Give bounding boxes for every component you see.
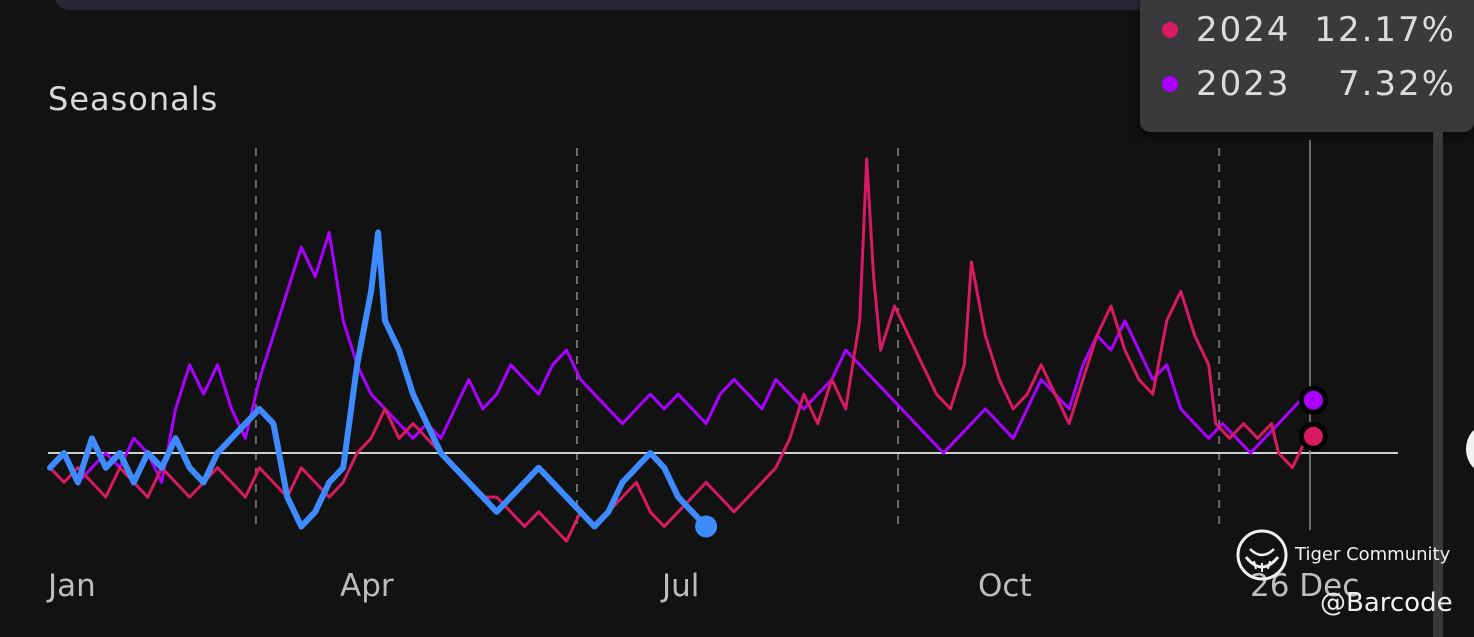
series-2024-dot-icon xyxy=(1162,22,1178,38)
x-tick-apr: Apr xyxy=(340,568,394,604)
series-line-2024 xyxy=(48,157,1315,543)
tooltip-value-2024: 12.17% xyxy=(1314,10,1456,50)
tiger-logo-icon xyxy=(1236,529,1288,581)
x-tick-jan: Jan xyxy=(48,568,96,604)
tooltip-value-2023: 7.32% xyxy=(1337,64,1456,104)
crosshair-marker-2024 xyxy=(1298,421,1328,451)
watermark-brand: Tiger Community xyxy=(1295,544,1451,565)
chart-title: Seasonals xyxy=(48,80,219,118)
crosshair-marker-2023 xyxy=(1298,385,1328,415)
series-2023-dot-icon xyxy=(1162,76,1178,92)
watermark-handle: @Barcode xyxy=(1320,588,1453,618)
x-tick-oct: Oct xyxy=(978,568,1032,604)
tooltip-row-2023: 2023 7.32% xyxy=(1158,64,1456,104)
tooltip-year-2023: 2023 xyxy=(1196,64,1291,104)
top-bar xyxy=(55,0,1175,10)
tooltip-year-2024: 2024 xyxy=(1196,10,1291,50)
crosshair-tooltip: 2024 12.17% 2023 7.32% xyxy=(1140,0,1474,132)
edge-handle[interactable] xyxy=(1466,425,1474,473)
series-line-2023 xyxy=(48,231,1315,484)
x-tick-jul: Jul xyxy=(662,568,700,604)
series-layer xyxy=(47,157,1315,543)
gridlines xyxy=(254,148,1221,532)
series-current-end-marker xyxy=(695,515,718,538)
tooltip-row-2024: 2024 12.17% xyxy=(1158,10,1456,50)
markers xyxy=(695,385,1328,538)
x-tick-crosshair-date: 26 Dec xyxy=(1250,568,1360,604)
series-line-current xyxy=(47,229,710,530)
vertical-scrollbar[interactable] xyxy=(1433,120,1443,637)
